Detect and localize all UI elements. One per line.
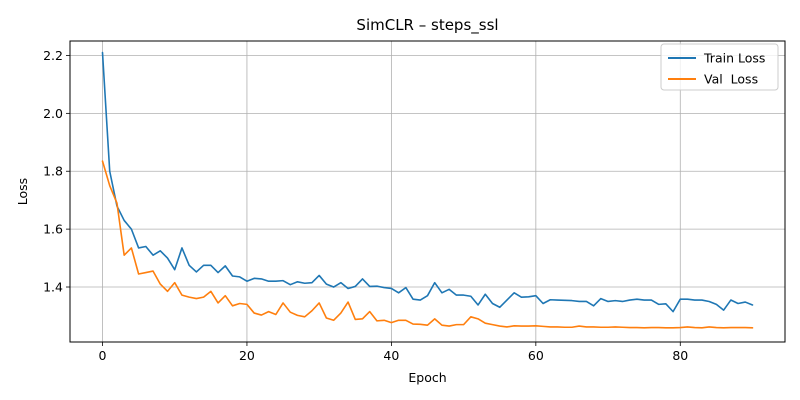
plot-area: [70, 41, 785, 342]
y-tick-label: 1.6: [43, 222, 63, 237]
grid: [70, 41, 785, 342]
x-tick-label: 0: [99, 348, 107, 363]
y-tick-label: 2.0: [43, 106, 63, 121]
series-line-val-loss: [101, 160, 754, 329]
legend-label-val-loss: Val Loss: [704, 72, 758, 87]
y-tick-label: 1.4: [43, 280, 63, 295]
series-line-train-loss: [101, 51, 754, 313]
legend-label-train-loss: Train Loss: [703, 51, 765, 66]
ticks: 0 20 40 60 80 1.4 1.6 1.8 2.0 2.2: [43, 48, 688, 363]
x-tick-label: 40: [383, 348, 399, 363]
x-tick-label: 20: [239, 348, 255, 363]
y-axis-label: Loss: [15, 178, 30, 205]
series-layer: [101, 51, 754, 329]
legend: Train Loss Val Loss: [660, 43, 779, 91]
x-axis-label: Epoch: [408, 370, 446, 385]
y-tick-label: 2.2: [43, 48, 63, 63]
x-tick-label: 80: [672, 348, 688, 363]
y-tick-label: 1.8: [43, 164, 63, 179]
chart-title: SimCLR – steps_ssl: [356, 16, 498, 35]
x-tick-label: 60: [528, 348, 544, 363]
plot-frame: [69, 40, 786, 343]
